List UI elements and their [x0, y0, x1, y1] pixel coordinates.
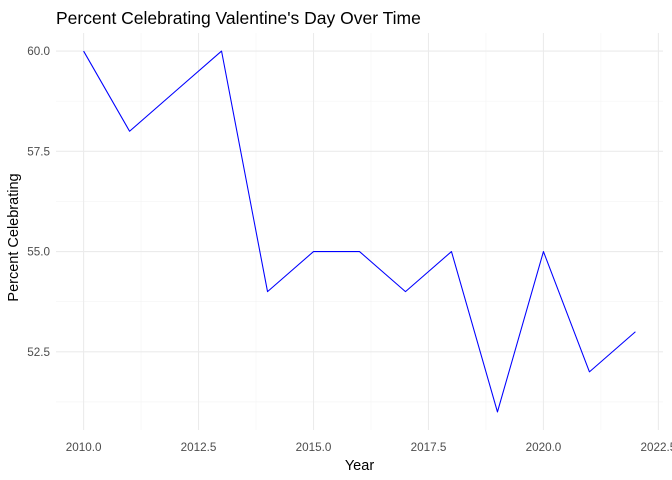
- y-tick-label: 57.5: [27, 145, 50, 158]
- grid-layer: [56, 33, 663, 430]
- tick-label-layer: 2010.0 2012.5 2015.0 2017.5 2020.0 2022.5 52.5…: [27, 45, 672, 454]
- x-tick-label: 2015.0: [296, 441, 332, 454]
- x-tick-label: 2017.5: [411, 441, 447, 454]
- y-tick-label: 55.0: [27, 246, 50, 259]
- x-axis-title: Year: [345, 458, 374, 474]
- series-line: [83, 50, 636, 413]
- series-layer: [83, 50, 636, 413]
- x-tick-label: 2022.5: [641, 441, 672, 454]
- y-tick-label: 60.0: [27, 45, 50, 58]
- y-tick-label: 52.5: [27, 346, 50, 359]
- y-axis-title: Percent Celebrating: [6, 173, 22, 301]
- x-tick-label: 2010.0: [66, 441, 102, 454]
- chart-title: Percent Celebrating Valentine's Day Over…: [56, 8, 421, 28]
- x-tick-label: 2020.0: [526, 441, 562, 454]
- x-tick-label: 2012.5: [181, 441, 217, 454]
